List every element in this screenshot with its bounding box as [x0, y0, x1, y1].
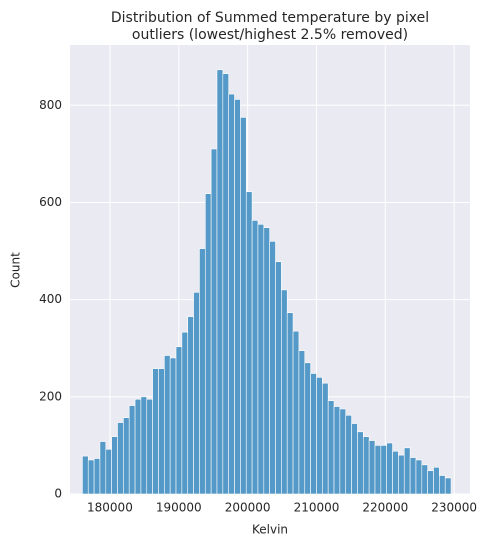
bar: [392, 450, 399, 495]
bar: [82, 455, 89, 495]
x-tick-label: 180000: [87, 501, 133, 515]
bar: [269, 241, 276, 495]
bar: [158, 368, 165, 495]
bar: [263, 227, 270, 495]
bar: [357, 431, 364, 495]
bar: [193, 292, 200, 495]
bar: [292, 330, 300, 495]
bar: [339, 408, 347, 495]
bar: [117, 422, 124, 495]
bar: [275, 261, 282, 495]
bar: [140, 396, 148, 495]
bar: [228, 93, 235, 495]
bar: [298, 350, 306, 495]
bar: [257, 224, 265, 495]
y-axis-label: Count: [9, 252, 23, 288]
x-tick-label: 220000: [362, 501, 408, 515]
bar: [87, 459, 95, 495]
y-tick-label: 0: [54, 487, 62, 501]
bar: [327, 400, 335, 495]
bar: [427, 470, 434, 495]
bar: [433, 466, 440, 495]
bar: [362, 436, 370, 495]
bar: [123, 417, 130, 495]
bar: [204, 193, 212, 495]
x-tick-label: 200000: [225, 501, 271, 515]
bar: [380, 445, 387, 495]
bar: [386, 442, 393, 495]
bar: [345, 414, 352, 495]
y-tick-label: 400: [39, 292, 62, 306]
bar: [99, 441, 107, 495]
bar: [286, 312, 294, 495]
bar: [199, 248, 206, 495]
x-tick-label: 190000: [156, 501, 202, 515]
bar: [409, 457, 417, 495]
y-tick-label: 200: [39, 389, 62, 403]
bar: [164, 355, 171, 495]
chart-title-line-1: Distribution of Summed temperature by pi…: [111, 10, 429, 26]
bar: [333, 406, 341, 495]
bar: [240, 117, 247, 495]
bar: [281, 289, 288, 495]
bar: [398, 454, 405, 495]
bar: [304, 362, 311, 495]
bar: [310, 373, 317, 495]
bar: [93, 458, 101, 495]
bar: [322, 382, 329, 495]
bar: [181, 331, 189, 495]
bar: [415, 459, 423, 495]
y-tick-label: 800: [39, 98, 62, 112]
x-tick-label: 210000: [294, 501, 340, 515]
bar: [368, 440, 376, 495]
bar: [403, 447, 411, 495]
bar: [175, 346, 183, 495]
bar: [169, 357, 177, 495]
bar: [216, 69, 224, 495]
x-axis-label: Kelvin: [252, 523, 288, 537]
x-tick-label: 230000: [431, 501, 477, 515]
y-tick-label: 600: [39, 195, 62, 209]
bar: [374, 445, 382, 495]
bar: [134, 398, 142, 495]
bar: [210, 148, 218, 495]
bar: [187, 316, 194, 495]
bar: [251, 220, 259, 495]
bar: [316, 377, 323, 495]
bar: [152, 368, 159, 495]
bar: [111, 436, 118, 495]
bar: [245, 191, 253, 495]
bar: [146, 398, 153, 495]
bar: [128, 405, 136, 495]
chart-title-line-2: outliers (lowest/highest 2.5% removed): [132, 27, 408, 43]
bar: [439, 475, 446, 495]
bar: [222, 73, 229, 495]
bar: [234, 99, 241, 495]
bar: [421, 464, 428, 495]
bar: [351, 423, 358, 495]
bar: [105, 448, 112, 495]
bar: [444, 477, 452, 495]
